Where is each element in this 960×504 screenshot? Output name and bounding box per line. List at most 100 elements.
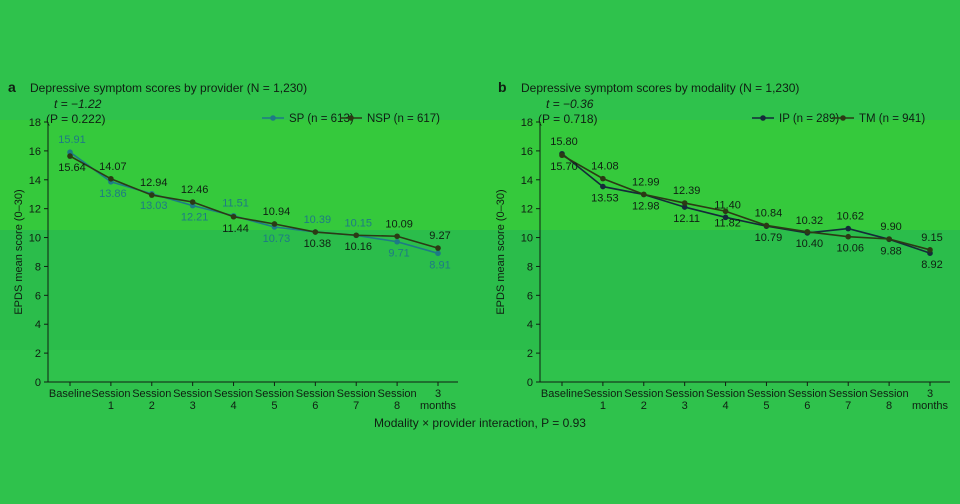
x-tick-label: 7 [845,400,851,412]
x-tick-label: 4 [230,400,236,412]
y-tick-label: 12 [29,204,41,216]
y-tick-label: 18 [521,117,533,129]
y-tick-label: 0 [527,377,533,389]
series-line-2 [69,155,439,249]
y-axis-label: EPDS mean score (0–30) [13,189,25,314]
data-point-series-2 [845,233,852,240]
y-axis-label: EPDS mean score (0–30) [495,189,507,314]
data-label: 10.94 [263,206,291,218]
data-label: 10.40 [796,238,824,250]
legend-label: IP (n = 289) [779,113,839,125]
x-tick-label: Session [296,388,335,400]
data-label: 10.32 [796,215,824,227]
y-tick-label: 4 [527,319,533,331]
data-point-series-1 [67,149,73,155]
y-tick-label: 10 [29,233,41,245]
data-point-series-2 [108,175,114,182]
data-point-series-2 [886,236,892,242]
legend-swatch-marker [348,115,354,121]
data-point-series-1 [394,238,400,245]
x-tick-label: 8 [886,400,892,412]
x-tick-label: 5 [271,400,277,412]
x-tick-label: Session [255,388,294,400]
data-point-series-1 [722,214,729,221]
x-tick-label: Session [870,388,909,400]
data-label: 10.09 [385,218,413,230]
data-label: 15.70 [550,161,578,173]
data-point-series-2 [559,152,565,159]
data-label: 11.82 [714,217,741,229]
x-tick-label: Session [583,388,622,400]
x-tick-label: 2 [149,400,155,412]
data-label: 9.15 [921,232,942,244]
data-label: 14.07 [99,161,127,173]
stat-p-value: (P = 0.222) [46,112,105,126]
data-point-series-2 [67,153,73,159]
y-tick-label: 16 [521,146,533,158]
data-label: 12.39 [673,185,701,197]
panel-title: Depressive symptom scores by provider (N… [30,81,307,95]
y-tick-label: 16 [29,146,41,158]
data-label: 8.91 [429,259,450,271]
legend-label: TM (n = 941) [859,113,925,125]
data-label: 12.94 [140,177,168,189]
legend-swatch-marker [270,115,276,121]
data-label: 11.44 [222,223,249,235]
data-point-series-2 [394,233,400,240]
data-label: 13.53 [591,193,619,205]
y-tick-label: 14 [29,175,41,187]
stat-p-value: (P = 0.718) [538,112,597,126]
x-tick-label: 6 [804,400,810,412]
data-label: 15.64 [58,162,86,174]
x-tick-label: months [420,400,457,412]
y-tick-label: 0 [35,377,41,389]
y-tick-label: 10 [521,233,533,245]
x-tick-label: 8 [394,400,400,412]
x-tick-label: 2 [641,400,647,412]
x-tick-label: Session [665,388,704,400]
x-tick-label: Session [91,388,130,400]
data-label: 10.39 [304,214,332,226]
data-point-series-2 [927,247,933,253]
x-tick-label: 6 [312,400,318,412]
data-label: 10.84 [755,207,783,219]
data-label: 9.88 [880,245,901,257]
background-band-upper [0,120,960,230]
data-label: 15.80 [550,136,578,148]
data-point-series-2 [148,192,155,198]
x-tick-label: Session [214,388,253,400]
data-point-series-2 [435,245,441,251]
data-label: 12.11 [673,213,700,225]
data-label: 9.27 [429,230,450,242]
legend-swatch-marker [760,115,766,121]
data-point-series-2 [600,175,606,182]
x-tick-label: 5 [763,400,769,412]
data-label: 11.51 [222,198,249,210]
series-line-2 [561,154,931,251]
data-label: 10.16 [344,241,372,253]
data-label: 11.40 [714,199,741,211]
data-point-series-1 [600,183,606,190]
series-line-1 [561,153,931,254]
data-point-series-2 [189,199,196,205]
x-tick-label: Baseline [541,388,583,400]
data-label: 12.21 [181,212,209,224]
y-tick-label: 2 [527,348,533,360]
y-tick-label: 4 [35,319,41,331]
data-label: 12.98 [632,201,660,213]
y-tick-label: 6 [527,290,533,302]
data-label: 10.15 [344,217,372,229]
x-tick-label: Session [829,388,868,400]
data-point-series-2 [271,221,278,227]
data-label: 9.90 [880,221,901,233]
data-point-series-2 [640,191,647,198]
x-tick-label: 7 [353,400,359,412]
data-point-series-2 [230,213,237,220]
x-tick-label: 1 [600,400,606,412]
data-label: 12.99 [632,176,660,188]
background-band-lower [0,230,960,350]
x-tick-label: Session [337,388,376,400]
data-label: 15.91 [58,134,86,146]
interaction-footnote: Modality × provider interaction, P = 0.9… [374,416,586,430]
data-label: 14.08 [591,161,619,173]
